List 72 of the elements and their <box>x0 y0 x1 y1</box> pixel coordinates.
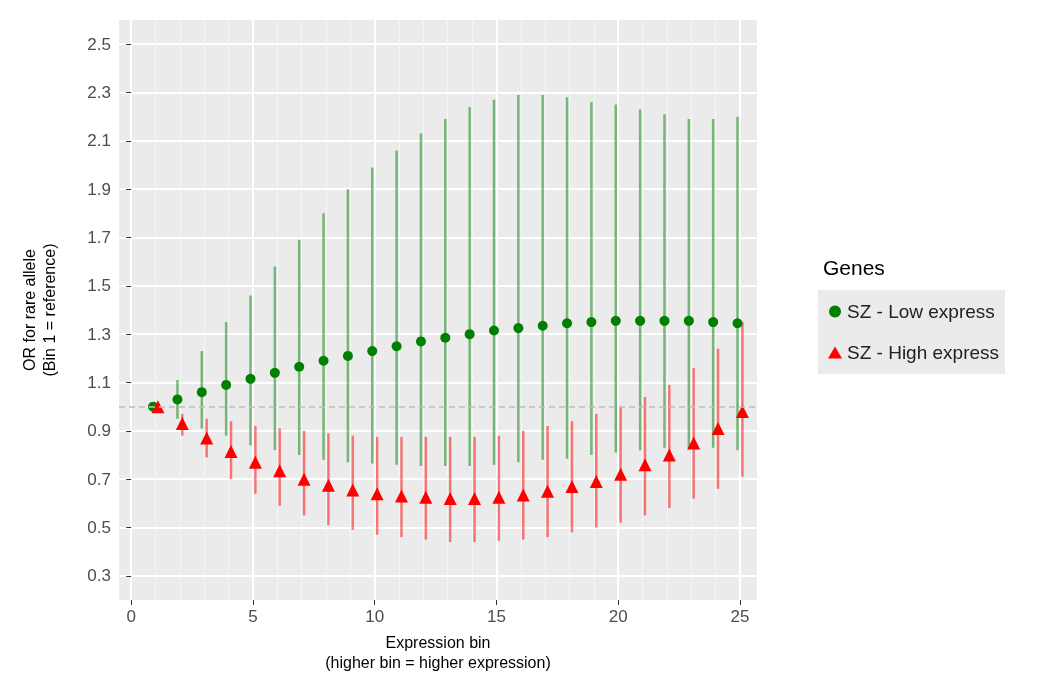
point <box>683 315 694 326</box>
point <box>732 318 743 329</box>
point <box>151 400 165 414</box>
point <box>394 489 408 503</box>
point <box>419 490 433 504</box>
x-tick-label: 20 <box>608 607 628 626</box>
x-tick-label: 10 <box>365 607 385 626</box>
y-tick-label: 2.1 <box>87 131 111 151</box>
x-tick-label: 0 <box>126 607 136 626</box>
point <box>297 472 311 486</box>
point <box>370 487 384 501</box>
point <box>346 483 360 497</box>
point <box>468 492 482 505</box>
point <box>735 405 749 418</box>
point <box>172 394 183 405</box>
y-tick-label: 1.1 <box>87 373 111 392</box>
y-tick-label: 1.9 <box>87 179 111 199</box>
point <box>614 467 628 481</box>
point <box>638 458 652 472</box>
point <box>318 355 329 366</box>
y-tick-label: 1.5 <box>87 276 111 296</box>
y-tick-label: 0.3 <box>87 566 111 586</box>
point <box>565 479 579 493</box>
point <box>273 464 287 478</box>
point <box>537 320 548 331</box>
legend-label: SZ - Low express <box>847 301 995 322</box>
point <box>245 373 256 384</box>
point <box>321 478 335 492</box>
point <box>589 475 603 489</box>
point <box>610 315 621 326</box>
y-tick-label: 1.3 <box>87 324 111 344</box>
x-axis-title: Expression bin (higher bin = higher expression) <box>325 633 551 671</box>
y-tick-label: 0.5 <box>87 518 111 537</box>
legend-title: Genes <box>823 256 885 279</box>
y-tick-label: 2.3 <box>87 83 111 102</box>
point <box>443 492 457 505</box>
point <box>662 448 676 462</box>
point <box>415 336 426 347</box>
point <box>269 367 280 378</box>
y-tick-label: 0.7 <box>87 469 111 489</box>
point <box>248 455 262 469</box>
y-tick-label: 2.5 <box>87 34 111 54</box>
point <box>200 431 214 445</box>
point <box>562 318 573 329</box>
point <box>635 315 646 326</box>
point <box>659 315 670 326</box>
point <box>196 387 207 398</box>
point <box>711 421 725 435</box>
point <box>586 317 597 328</box>
x-tick-label: 5 <box>248 607 258 626</box>
point <box>294 361 305 372</box>
point <box>464 329 475 340</box>
point <box>708 317 719 328</box>
point <box>221 379 232 390</box>
y-axis-title: OR for rare allele (Bin 1 = reference) <box>20 243 58 377</box>
x-tick-label: 15 <box>486 607 506 626</box>
point <box>687 436 701 450</box>
y-tick-label: 0.9 <box>87 421 111 441</box>
point <box>516 488 530 502</box>
point <box>175 417 189 431</box>
point <box>513 323 524 334</box>
point <box>541 484 555 498</box>
point <box>492 490 506 504</box>
point <box>440 332 451 343</box>
point <box>367 346 378 357</box>
point <box>342 350 353 361</box>
y-tick-label: 1.7 <box>87 228 111 247</box>
x-tick-label: 25 <box>730 607 750 626</box>
point <box>489 325 500 336</box>
legend-label: SZ - High express <box>847 342 1000 363</box>
point <box>391 341 402 352</box>
point <box>224 444 238 458</box>
